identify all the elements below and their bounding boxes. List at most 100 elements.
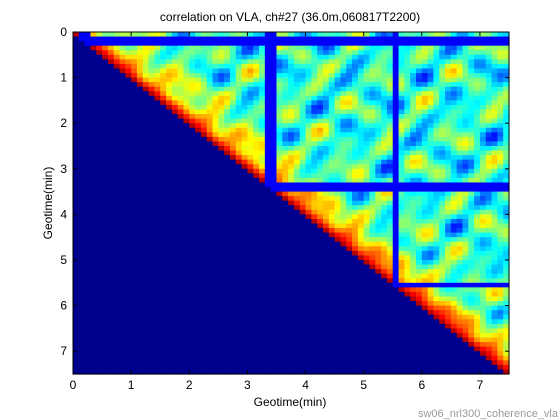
heatmap-cell [224, 104, 231, 111]
heatmap-cell [369, 132, 376, 138]
heatmap-cell [317, 123, 324, 129]
heatmap-cell [270, 82, 278, 88]
heatmap-cell [363, 182, 371, 188]
heatmap-cell [392, 241, 400, 247]
heatmap-cell [305, 205, 312, 211]
heatmap-cell [247, 91, 254, 97]
heatmap-cell [439, 91, 446, 97]
heatmap-cell [253, 255, 260, 261]
heatmap-cell [224, 86, 231, 92]
heatmap-cell [73, 319, 80, 325]
heatmap-cell [433, 200, 440, 206]
heatmap-cell [293, 200, 301, 206]
heatmap-cell [317, 104, 324, 111]
heatmap-cell [224, 123, 231, 129]
heatmap-cell [73, 182, 80, 188]
heatmap-cell [340, 177, 347, 184]
heatmap-cell [73, 332, 80, 339]
heatmap-cell [439, 59, 446, 65]
heatmap-cell [154, 232, 161, 238]
heatmap-cell [102, 310, 109, 316]
heatmap-cell [415, 109, 423, 115]
heatmap-cell [119, 136, 126, 143]
heatmap-cell [160, 177, 167, 184]
heatmap-cell [189, 54, 196, 60]
heatmap-cell [200, 260, 208, 266]
heatmap-cell [340, 273, 347, 279]
heatmap-cell [253, 41, 260, 47]
heatmap-cell [259, 77, 266, 83]
heatmap-cell [369, 250, 376, 257]
heatmap-cell [259, 287, 266, 293]
heatmap-cell [363, 100, 371, 106]
heatmap-cell [107, 214, 115, 220]
heatmap-cell [352, 237, 359, 243]
heatmap-cell [427, 127, 435, 133]
heatmap-cell [113, 191, 121, 197]
heatmap-cell [212, 273, 219, 279]
heatmap-cell [334, 86, 342, 92]
heatmap-cell [206, 269, 214, 275]
heatmap-cell [218, 36, 225, 42]
heatmap-cell [462, 173, 469, 179]
heatmap-cell [317, 287, 324, 293]
heatmap-cell [410, 77, 417, 83]
heatmap-cell [317, 246, 324, 252]
heatmap-cell [282, 260, 289, 266]
heatmap-cell [503, 287, 510, 293]
heatmap-cell [479, 123, 487, 129]
heatmap-cell [305, 200, 312, 206]
heatmap-cell [218, 159, 225, 165]
heatmap-cell [90, 68, 97, 74]
heatmap-cell [90, 100, 97, 106]
heatmap-cell [433, 118, 440, 124]
heatmap-cell [369, 182, 376, 188]
heatmap-cell [235, 68, 243, 74]
heatmap-cell [259, 273, 266, 279]
heatmap-cell [445, 214, 452, 220]
heatmap-cell [136, 59, 144, 65]
heatmap-cell [177, 114, 185, 120]
heatmap-cell [369, 237, 376, 243]
heatmap-cell [171, 223, 179, 229]
heatmap-cell [445, 319, 452, 325]
heatmap-cell [195, 223, 202, 229]
heatmap-cell [282, 209, 289, 215]
heatmap-cell [352, 150, 359, 156]
heatmap-cell [375, 291, 382, 298]
heatmap-cell [102, 305, 109, 311]
heatmap-cell [497, 319, 504, 325]
heatmap-cell [241, 41, 248, 47]
heatmap-cell [485, 232, 493, 238]
heatmap-cell [497, 255, 504, 261]
heatmap-cell [259, 241, 266, 247]
heatmap-cell [218, 141, 225, 147]
heatmap-cell [491, 250, 498, 257]
heatmap-cell [241, 278, 248, 284]
heatmap-cell [166, 319, 173, 325]
heatmap-cell [73, 155, 80, 161]
heatmap-cell [189, 250, 196, 257]
heatmap-cell [456, 91, 464, 97]
heatmap-cell [503, 260, 510, 266]
heatmap-cell [247, 191, 254, 197]
heatmap-cell [334, 328, 342, 334]
heatmap-cell [352, 264, 359, 270]
heatmap-cell [491, 127, 498, 133]
heatmap-cell [90, 273, 97, 279]
heatmap-cell [363, 196, 371, 202]
heatmap-cell [107, 100, 115, 106]
heatmap-cell [305, 282, 312, 288]
heatmap-cell [322, 305, 330, 311]
heatmap-cell [247, 164, 254, 170]
heatmap-cell [136, 232, 144, 238]
heatmap-cell [357, 127, 365, 133]
heatmap-cell [148, 228, 155, 234]
heatmap-cell [346, 291, 353, 298]
heatmap-cell [160, 82, 167, 88]
heatmap-cell [195, 232, 202, 238]
heatmap-cell [352, 136, 359, 143]
heatmap-cell [375, 310, 382, 316]
heatmap-cell [200, 264, 208, 270]
heatmap-cell [195, 269, 202, 275]
